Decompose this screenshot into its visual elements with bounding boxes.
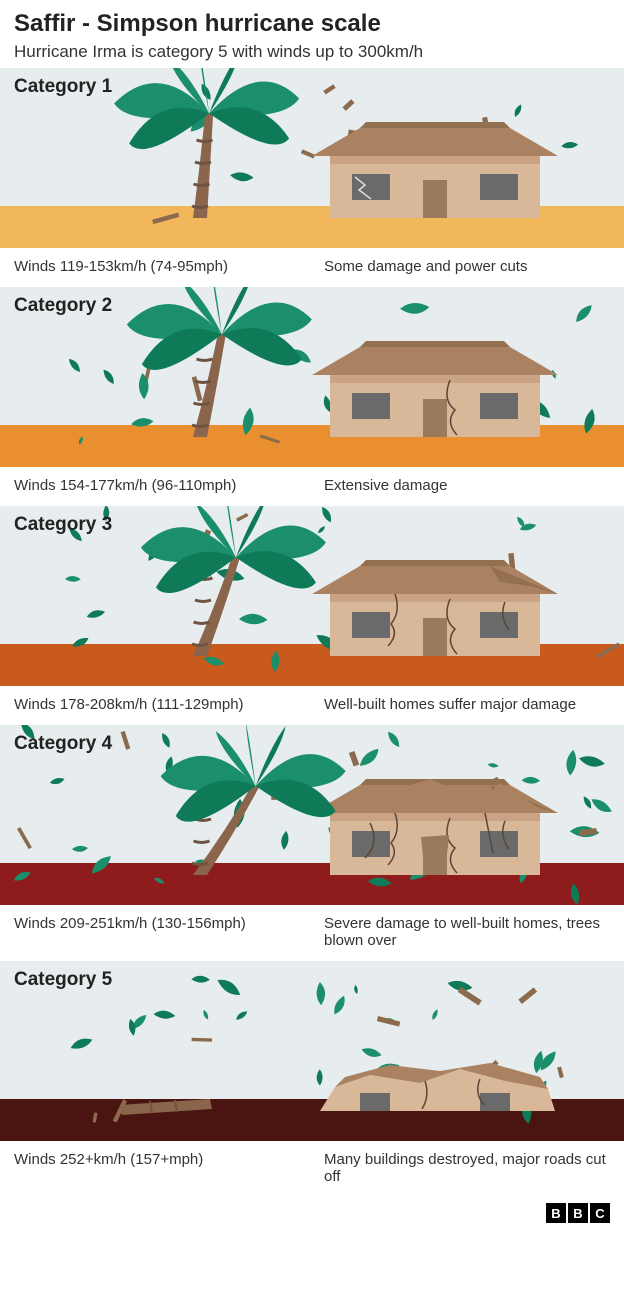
category-illustration: Category 2 [0, 287, 624, 467]
category-label: Category 1 [14, 76, 112, 98]
bbc-logo-letter: B [546, 1203, 566, 1223]
category-illustration: Category 3 [0, 506, 624, 686]
bbc-logo: B B C [546, 1203, 610, 1223]
category-panel: Category 1 Winds 119-153km/h (74-95mph) … [0, 68, 624, 287]
winds-text: Winds 252+km/h (157+mph) [14, 1151, 304, 1185]
title: Saffir - Simpson hurricane scale [14, 10, 610, 38]
category-panel: Category 5 Winds 252+km/h (157+mph) Many… [0, 961, 624, 1197]
damage-text: Severe damage to well-built homes, trees… [324, 915, 610, 949]
subtitle: Hurricane Irma is category 5 with winds … [14, 42, 610, 62]
category-panel: Category 3 Winds 178-208km/h (111-129mph… [0, 506, 624, 725]
category-caption: Winds 209-251km/h (130-156mph) Severe da… [0, 905, 624, 961]
category-label: Category 5 [14, 969, 112, 991]
bbc-logo-letter: C [590, 1203, 610, 1223]
category-label: Category 2 [14, 295, 112, 317]
winds-text: Winds 119-153km/h (74-95mph) [14, 258, 304, 275]
winds-text: Winds 178-208km/h (111-129mph) [14, 696, 304, 713]
footer: B B C [0, 1197, 624, 1237]
category-caption: Winds 154-177km/h (96-110mph) Extensive … [0, 467, 624, 506]
category-illustration: Category 5 [0, 961, 624, 1141]
damage-text: Extensive damage [324, 477, 610, 494]
infographic-container: Saffir - Simpson hurricane scale Hurrica… [0, 0, 624, 1237]
category-illustration: Category 1 [0, 68, 624, 248]
category-caption: Winds 119-153km/h (74-95mph) Some damage… [0, 248, 624, 287]
category-illustration: Category 4 [0, 725, 624, 905]
category-label: Category 3 [14, 514, 112, 536]
category-panel: Category 2 Winds 154-177km/h (96-110mph)… [0, 287, 624, 506]
category-panels: Category 1 Winds 119-153km/h (74-95mph) … [0, 68, 624, 1197]
category-caption: Winds 252+km/h (157+mph) Many buildings … [0, 1141, 624, 1197]
header: Saffir - Simpson hurricane scale Hurrica… [0, 0, 624, 68]
damage-text: Well-built homes suffer major damage [324, 696, 610, 713]
damage-text: Some damage and power cuts [324, 258, 610, 275]
bbc-logo-letter: B [568, 1203, 588, 1223]
winds-text: Winds 209-251km/h (130-156mph) [14, 915, 304, 949]
category-label: Category 4 [14, 733, 112, 755]
damage-text: Many buildings destroyed, major roads cu… [324, 1151, 610, 1185]
category-caption: Winds 178-208km/h (111-129mph) Well-buil… [0, 686, 624, 725]
category-panel: Category 4 Winds 209-251km/h (130-156mph… [0, 725, 624, 961]
winds-text: Winds 154-177km/h (96-110mph) [14, 477, 304, 494]
